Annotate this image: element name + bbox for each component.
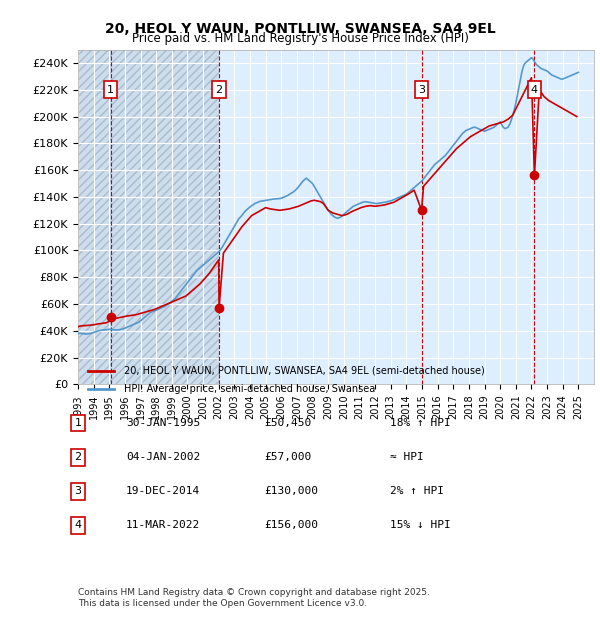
Text: £130,000: £130,000 — [264, 486, 318, 497]
Text: 04-JAN-2002: 04-JAN-2002 — [126, 452, 200, 463]
Text: 1: 1 — [107, 85, 114, 95]
Bar — [78, 50, 220, 384]
Text: £50,450: £50,450 — [264, 418, 311, 428]
Text: 19-DEC-2014: 19-DEC-2014 — [126, 486, 200, 497]
Text: 20, HEOL Y WAUN, PONTLLIW, SWANSEA, SA4 9EL: 20, HEOL Y WAUN, PONTLLIW, SWANSEA, SA4 … — [104, 22, 496, 36]
Text: 2: 2 — [74, 452, 82, 463]
Text: 3: 3 — [418, 85, 425, 95]
Text: 3: 3 — [74, 486, 82, 497]
Text: ≈ HPI: ≈ HPI — [390, 452, 424, 463]
Text: 11-MAR-2022: 11-MAR-2022 — [126, 520, 200, 531]
Text: 1: 1 — [74, 418, 82, 428]
Text: HPI: Average price, semi-detached house, Swansea: HPI: Average price, semi-detached house,… — [124, 384, 376, 394]
Text: 4: 4 — [531, 85, 538, 95]
Text: £156,000: £156,000 — [264, 520, 318, 531]
Text: Price paid vs. HM Land Registry's House Price Index (HPI): Price paid vs. HM Land Registry's House … — [131, 32, 469, 45]
Text: £57,000: £57,000 — [264, 452, 311, 463]
Text: 4: 4 — [74, 520, 82, 531]
Text: 20, HEOL Y WAUN, PONTLLIW, SWANSEA, SA4 9EL (semi-detached house): 20, HEOL Y WAUN, PONTLLIW, SWANSEA, SA4 … — [124, 366, 485, 376]
Text: 30-JAN-1995: 30-JAN-1995 — [126, 418, 200, 428]
Text: 15% ↓ HPI: 15% ↓ HPI — [390, 520, 451, 531]
Text: Contains HM Land Registry data © Crown copyright and database right 2025.
This d: Contains HM Land Registry data © Crown c… — [78, 588, 430, 608]
Text: 2% ↑ HPI: 2% ↑ HPI — [390, 486, 444, 497]
Text: 2: 2 — [215, 85, 223, 95]
Text: 18% ↑ HPI: 18% ↑ HPI — [390, 418, 451, 428]
